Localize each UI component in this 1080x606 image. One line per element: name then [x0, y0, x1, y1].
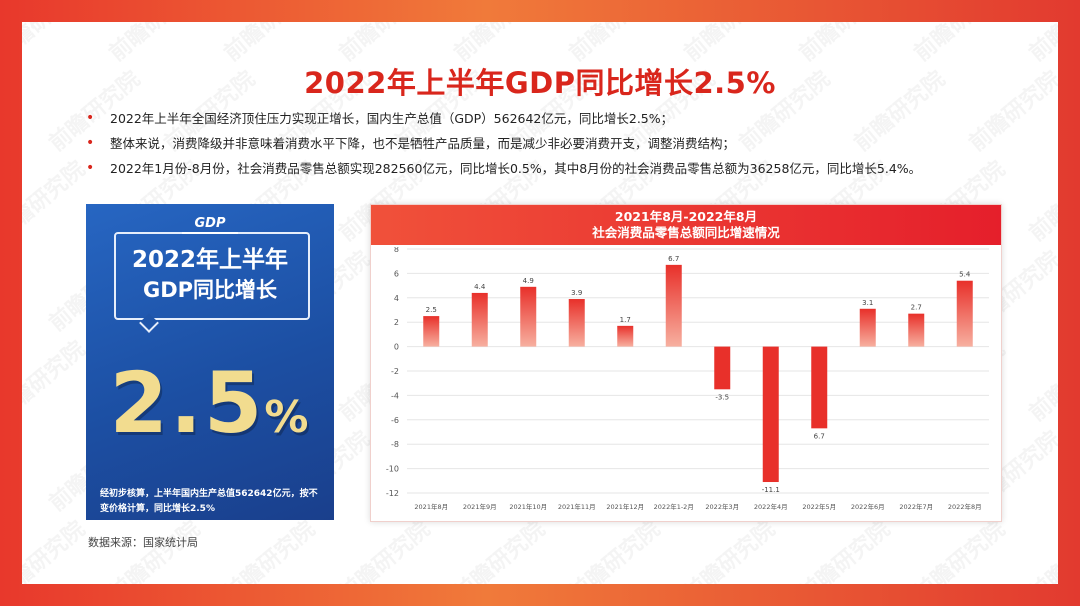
- watermark-text: 前瞻研究院: [1024, 336, 1058, 427]
- x-tick-label: 2022年1-2月: [654, 502, 694, 511]
- bar: [665, 264, 682, 347]
- watermark-text: 前瞻研究院: [909, 516, 1010, 584]
- x-tick-label: 2022年8月: [948, 502, 982, 511]
- bullet-dot-icon: •: [86, 160, 95, 176]
- data-label: 3.9: [571, 289, 582, 297]
- x-tick-label: 2021年10月: [509, 502, 547, 511]
- watermark-text: 前瞻研究院: [219, 516, 320, 584]
- data-label: 4.9: [523, 277, 534, 285]
- watermark-text: 前瞻研究院: [794, 516, 895, 584]
- bullet-item: • 2022年1月份-8月份，社会消费品零售总额实现282560亿元，同比增长0.…: [82, 156, 1042, 181]
- y-tick-label: -6: [391, 416, 399, 425]
- x-tick-label: 2021年9月: [463, 502, 497, 511]
- x-tick-label: 2021年8月: [414, 502, 448, 511]
- watermark-text: 前瞻研究院: [449, 516, 550, 584]
- retail-sales-chart: 2021年8月-2022年8月 社会消费品零售总额同比增速情况 8 6 4 2 0 -2 -…: [370, 204, 1002, 522]
- poster-note: 经初步核算，上半年国内生产总值562642亿元，按不变价格计算，同比增长2.5%: [100, 489, 318, 514]
- bar: [520, 286, 537, 347]
- x-tick-label: 2021年12月: [606, 502, 644, 511]
- y-tick-label: -12: [386, 489, 399, 498]
- bar: [714, 346, 731, 390]
- data-label: 2.7: [911, 304, 922, 312]
- x-tick-label: 2022年3月: [705, 502, 739, 511]
- x-tick-label: 2022年7月: [899, 502, 933, 511]
- data-label: 4.4: [474, 283, 486, 291]
- data-label: 1.7: [620, 316, 631, 324]
- chart-header: 2021年8月-2022年8月 社会消费品零售总额同比增速情况: [371, 205, 1001, 245]
- data-source: 数据来源：国家统计局: [88, 536, 198, 549]
- chart-plot: 8 6 4 2 0 -2 -4 -6 -8 -10 -12 2.5 2021年8月 4.4 2021年9月 4…: [386, 247, 989, 511]
- bullet-list: • 2022年上半年全国经济顶住压力实现正增长，国内生产总值（GDP）562642…: [82, 106, 1042, 181]
- chart-title-line1: 2021年8月-2022年8月: [614, 209, 758, 224]
- slide-card: 前瞻研究院 前瞻研究院 前瞻研究院 前瞻研究院 前瞻研究院 前瞻研究院 前瞻研究院 前瞻研究院…: [22, 22, 1058, 584]
- bar: [568, 299, 585, 347]
- bullet-dot-icon: •: [86, 135, 95, 151]
- data-label: 6.7: [668, 255, 679, 263]
- slide-title: 2022年上半年GDP同比增长2.5%: [304, 66, 776, 100]
- data-label: -3.5: [715, 393, 729, 401]
- gdp-logo: GDP: [194, 216, 226, 231]
- bar: [908, 313, 925, 347]
- bullet-text: 整体来说，消费降级并非意味着消费水平下降，也不是牺牲产品质量，而是减少非必要消费…: [110, 136, 736, 151]
- data-label: -11.1: [762, 486, 780, 494]
- bar: [423, 316, 440, 347]
- y-tick-label: 4: [394, 294, 399, 303]
- bullet-text: 2022年上半年全国经济顶住压力实现正增长，国内生产总值（GDP）562642亿…: [110, 111, 674, 126]
- x-tick-label: 2021年11月: [558, 502, 596, 511]
- x-tick-label: 2022年5月: [802, 502, 836, 511]
- big-number: 2.5: [109, 354, 265, 452]
- y-tick-label: -8: [391, 440, 399, 449]
- watermark-text: 前瞻研究院: [22, 156, 90, 247]
- data-label: 6.7: [814, 432, 825, 440]
- bullet-dot-icon: •: [86, 110, 95, 126]
- poster-headline-2: GDP同比增长: [142, 278, 278, 302]
- data-label: 3.1: [862, 299, 873, 307]
- watermark-text: 前瞻研究院: [1024, 516, 1058, 584]
- y-tick-label: 2: [394, 318, 399, 327]
- y-tick-label: -10: [386, 465, 399, 474]
- watermark-text: 前瞻研究院: [564, 516, 665, 584]
- y-tick-label: 0: [394, 343, 399, 352]
- watermark-text: 前瞻研究院: [22, 336, 90, 427]
- bar: [859, 308, 876, 347]
- bullet-item: • 整体来说，消费降级并非意味着消费水平下降，也不是牺牲产品质量，而是减少非必要消…: [82, 131, 1042, 156]
- y-tick-label: 8: [394, 247, 399, 254]
- bar: [471, 292, 488, 347]
- gdp-poster: GDP 2022年上半年 GDP同比增长 2.5% 经初步核算，上半年国内生产总…: [86, 204, 334, 520]
- bullet-item: • 2022年上半年全国经济顶住压力实现正增长，国内生产总值（GDP）562642…: [82, 106, 1042, 131]
- watermark-text: 前瞻研究院: [22, 516, 90, 584]
- bar: [617, 325, 634, 347]
- poster-headline-1: 2022年上半年: [131, 247, 288, 273]
- logo-underline: [182, 232, 238, 234]
- data-label: 2.5: [426, 306, 437, 314]
- bar: [956, 280, 973, 347]
- y-tick-label: -2: [391, 367, 399, 376]
- watermark-text: 前瞻研究院: [334, 516, 435, 584]
- bullet-text: 2022年1月份-8月份，社会消费品零售总额实现282560亿元，同比增长0.5…: [110, 161, 922, 176]
- data-label: 5.4: [959, 271, 971, 279]
- watermark-text: 前瞻研究院: [679, 516, 780, 584]
- chart-title-line2: 社会消费品零售总额同比增速情况: [592, 225, 780, 240]
- x-tick-label: 2022年6月: [851, 502, 885, 511]
- big-growth-value: 2.5%: [86, 354, 334, 452]
- x-tick-label: 2022年4月: [754, 502, 788, 511]
- y-tick-label: -4: [391, 391, 399, 400]
- bar: [762, 346, 779, 483]
- y-tick-label: 6: [394, 269, 399, 278]
- big-unit: %: [264, 392, 311, 443]
- bar: [811, 346, 828, 429]
